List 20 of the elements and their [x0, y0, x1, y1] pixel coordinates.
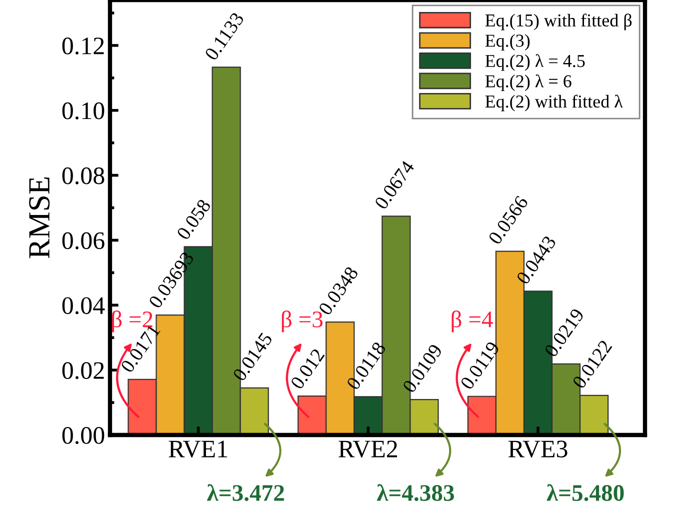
y-tick-label: 0.02	[62, 362, 104, 380]
y-tick-label: 0.10	[62, 102, 104, 120]
legend-label: Eq.(2) with fitted λ	[485, 94, 623, 112]
text: λ=3.472	[207, 484, 284, 502]
y-tick-label: 0.04	[62, 297, 105, 314]
x-tick-label: RVE1	[168, 440, 228, 458]
text: λ=4.383	[376, 484, 454, 502]
legend-label: Eq.(2) λ = 4.5	[485, 54, 585, 71]
annotation: β =4	[452, 310, 493, 332]
y-tick-label: 0.00	[62, 427, 104, 444]
text: λ=5.480	[546, 484, 624, 502]
legend-label: Eq.(3)	[485, 34, 530, 50]
y-tick-label: 0.08	[62, 167, 104, 184]
y-tick-label: 0.12	[62, 37, 104, 54]
legend-label: Eq.(15) with fitted β	[485, 14, 632, 30]
x-tick-label: RVE3	[508, 440, 568, 458]
x-tick-label: RVE2	[338, 440, 398, 458]
legend-label: Eq.(2) λ = 6	[485, 74, 572, 92]
y-axis-title: RMSE	[29, 177, 50, 258]
y-tick-label: 0.06	[62, 232, 104, 250]
